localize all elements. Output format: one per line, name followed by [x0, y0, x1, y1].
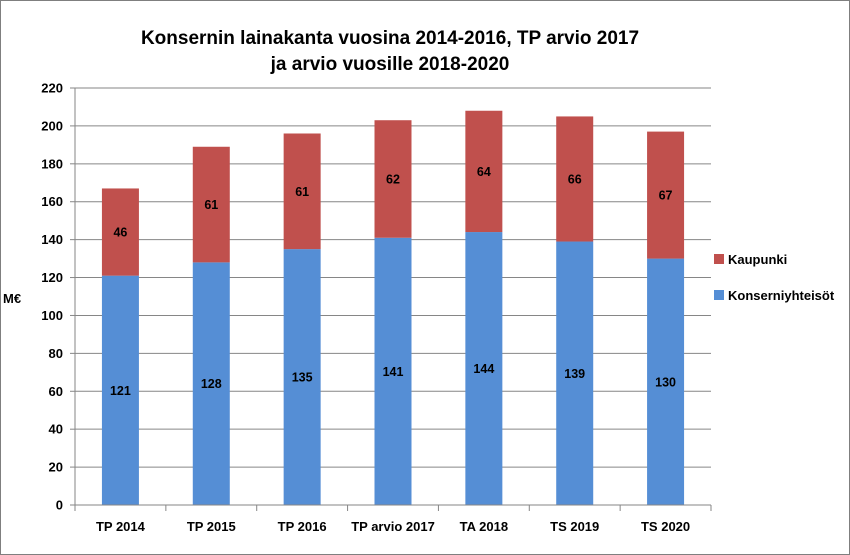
y-axis-title: M€ [3, 291, 21, 306]
chart-title-line-1: Konsernin lainakanta vuosina 2014-2016, … [141, 28, 639, 49]
y-tick-label: 140 [41, 232, 63, 247]
bar-segment [647, 258, 685, 505]
bar-segment [283, 133, 321, 250]
data-label: 130 [655, 375, 676, 389]
legend-label: Konserniyhteisöt [728, 288, 835, 303]
data-labels: 121 46 128 61 135 61 141 62 144 64 139 66 130 67 [110, 165, 676, 398]
chart-title-line-2: ja arvio vuosille 2018-2020 [270, 54, 510, 75]
x-category-label: TP 2015 [187, 519, 236, 534]
x-category-label: TP 2014 [96, 519, 146, 534]
y-tick-label: 220 [41, 81, 63, 96]
bar-segment [374, 237, 412, 505]
data-label: 135 [292, 371, 313, 385]
x-category-label: TS 2019 [550, 519, 599, 534]
data-label: 64 [477, 165, 491, 179]
y-tick-labels: 0 20 40 60 80 100 120 140 160 180 200 220 [41, 81, 75, 513]
bar-segment [101, 275, 139, 505]
x-category-label: TP arvio 2017 [351, 519, 435, 534]
y-tick-label: 0 [56, 498, 63, 513]
data-label: 62 [386, 172, 400, 186]
y-tick-label: 120 [41, 270, 63, 285]
data-label: 66 [568, 172, 582, 186]
data-label: 139 [564, 367, 585, 381]
y-tick-label: 160 [41, 194, 63, 209]
y-tick-label: 80 [49, 346, 63, 361]
data-label: 61 [295, 185, 309, 199]
bar-segment [192, 146, 230, 263]
y-tick-label: 200 [41, 118, 63, 133]
y-tick-label: 60 [49, 384, 63, 399]
legend-swatch [714, 254, 724, 264]
y-tick-label: 100 [41, 308, 63, 323]
bar-segment [465, 232, 503, 505]
bar-segment [283, 249, 321, 505]
bar-segment [101, 188, 139, 276]
legend: Kaupunki Konserniyhteisöt [714, 252, 835, 303]
axes [74, 88, 712, 511]
x-category-label: TS 2020 [641, 519, 690, 534]
data-label: 67 [659, 189, 673, 203]
bars [101, 110, 685, 506]
legend-label: Kaupunki [728, 252, 787, 267]
x-category-label: TA 2018 [460, 519, 508, 534]
data-label: 141 [383, 365, 404, 379]
y-tick-label: 180 [41, 156, 63, 171]
data-label: 128 [201, 377, 222, 391]
bar-segment [556, 116, 594, 242]
bar-segment [556, 241, 594, 506]
bar-segment [192, 262, 230, 505]
y-tick-label: 20 [49, 460, 63, 475]
bar-segment [465, 110, 503, 233]
legend-swatch [714, 290, 724, 300]
x-category-labels: TP 2014 TP 2015 TP 2016 TP arvio 2017 TA 201… [96, 519, 690, 534]
bar-segment [374, 120, 412, 238]
y-tick-label: 40 [49, 422, 63, 437]
data-label: 144 [473, 362, 494, 376]
x-category-label: TP 2016 [278, 519, 327, 534]
data-label: 46 [113, 226, 127, 240]
bar-segment [647, 131, 685, 259]
data-label: 121 [110, 384, 131, 398]
data-label: 61 [204, 198, 218, 212]
